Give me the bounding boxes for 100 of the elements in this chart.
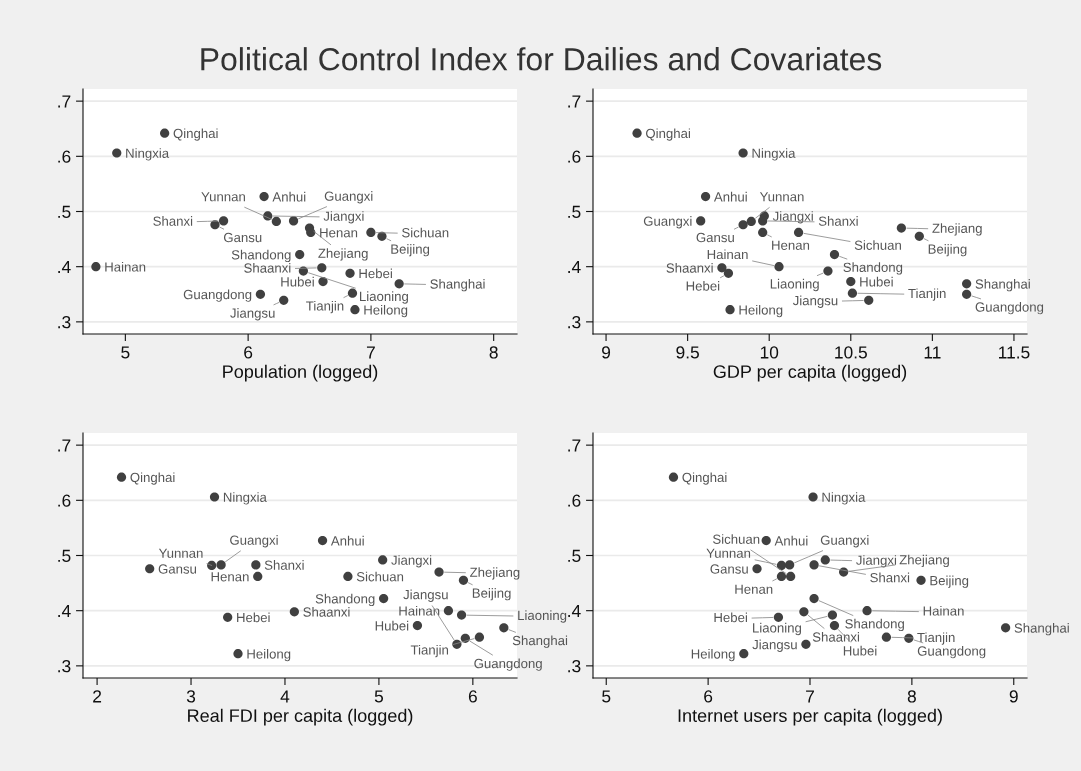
annotation: Zhejiang bbox=[899, 554, 949, 568]
point bbox=[343, 571, 353, 582]
annotation: Beijing bbox=[930, 575, 969, 588]
y-tick-label: .6 bbox=[58, 150, 71, 163]
y-tick-label: .4 bbox=[58, 261, 71, 273]
point bbox=[443, 606, 454, 616]
point bbox=[288, 216, 299, 226]
annotation: Sichuan bbox=[402, 227, 449, 238]
annotation: Shanxi bbox=[818, 216, 858, 226]
annotation: Hubei bbox=[375, 620, 409, 631]
x-tick-label: 2 bbox=[93, 690, 102, 703]
annotation: Shanghai bbox=[512, 635, 568, 648]
annotation: Guangxi bbox=[820, 535, 869, 548]
annotation: Qinghai bbox=[646, 128, 690, 141]
point bbox=[394, 279, 404, 289]
annotation: Hainan bbox=[707, 249, 748, 260]
y-tick-label: .4 bbox=[58, 605, 71, 617]
point bbox=[295, 249, 305, 260]
annotation: Yunnan bbox=[706, 548, 751, 558]
point bbox=[738, 148, 748, 158]
annotation: Jiangxi bbox=[323, 211, 364, 224]
point bbox=[717, 263, 727, 273]
annotation: Beijing bbox=[472, 588, 511, 601]
y-tick-label: .6 bbox=[568, 494, 581, 507]
annotation: Shanghai bbox=[975, 279, 1030, 292]
annotation: Guangxi bbox=[643, 216, 692, 229]
annotation: Qinghai bbox=[173, 128, 218, 141]
annotation: Shandong bbox=[315, 593, 375, 607]
annotation: Heilong bbox=[691, 648, 735, 662]
annotation: Hubei bbox=[281, 276, 314, 287]
point bbox=[223, 612, 233, 622]
point bbox=[862, 606, 872, 616]
annotation: Jiangxi bbox=[772, 211, 813, 224]
point bbox=[378, 555, 388, 565]
annotation: Heilong bbox=[247, 648, 291, 662]
annotation: Tianjin bbox=[917, 632, 955, 645]
point bbox=[738, 220, 748, 230]
annotation: Liaoning bbox=[518, 610, 567, 623]
point bbox=[793, 227, 804, 238]
point bbox=[233, 649, 243, 659]
annotation: Heilong bbox=[739, 304, 783, 318]
annotation: Shaanxi bbox=[244, 263, 291, 273]
point bbox=[809, 593, 819, 604]
point bbox=[366, 227, 376, 238]
annotation: Qinghai bbox=[682, 472, 727, 485]
x-tick-label: 8 bbox=[489, 346, 498, 359]
x-tick-label: 9.5 bbox=[676, 346, 699, 359]
point bbox=[746, 216, 756, 227]
point bbox=[823, 266, 833, 276]
annotation: Tianjin bbox=[410, 644, 449, 658]
annotation: Shandong bbox=[845, 618, 904, 632]
annotation: Shanxi bbox=[153, 216, 193, 226]
point bbox=[345, 268, 355, 278]
y-tick-label: .6 bbox=[58, 494, 71, 507]
point bbox=[279, 295, 289, 305]
annotation: Ningxia bbox=[126, 148, 170, 161]
point bbox=[696, 216, 706, 226]
x-tick-label: 5 bbox=[121, 346, 130, 359]
point bbox=[801, 639, 811, 649]
annotation: Gansu bbox=[696, 232, 734, 243]
annotation: Jiangsu bbox=[230, 308, 275, 321]
annotation: Beijing bbox=[928, 244, 967, 257]
point bbox=[350, 305, 360, 315]
y-tick-label: .5 bbox=[568, 205, 581, 218]
y-tick-label: .3 bbox=[568, 660, 581, 673]
point bbox=[700, 191, 711, 202]
annotation: Shaanxi bbox=[666, 263, 713, 273]
x-tick-label: 6 bbox=[704, 690, 713, 703]
annotation: Anhui bbox=[713, 191, 747, 202]
point bbox=[271, 216, 281, 227]
chart-title: Political Control Index for Dailies and Covariates bbox=[201, 47, 882, 71]
point bbox=[412, 620, 423, 631]
annotation: Guangdong bbox=[975, 302, 1044, 315]
point bbox=[809, 560, 819, 570]
point bbox=[774, 262, 784, 272]
annotation: Hubei bbox=[843, 645, 877, 656]
x-tick-label: 8 bbox=[907, 690, 916, 703]
annotation: Anhui bbox=[774, 535, 808, 546]
point bbox=[251, 560, 261, 570]
y-tick-label: .5 bbox=[568, 549, 581, 562]
point bbox=[725, 305, 735, 315]
point bbox=[761, 535, 771, 546]
annotation: Ningxia bbox=[752, 148, 796, 161]
y-tick-label: .3 bbox=[568, 316, 581, 329]
annotation: Qinghai bbox=[130, 472, 175, 485]
annotation: Henan bbox=[320, 228, 358, 238]
annotation: Shandong bbox=[231, 249, 291, 263]
annotation: Anhui bbox=[272, 191, 306, 202]
point bbox=[218, 216, 229, 226]
point bbox=[773, 612, 784, 622]
x-tick-label: 9 bbox=[1009, 690, 1018, 703]
x-axis-title: Real FDI per capita (logged) bbox=[188, 708, 413, 726]
point bbox=[864, 295, 874, 305]
annotation: Jiangsu bbox=[752, 639, 797, 652]
annotation: Gansu bbox=[158, 564, 197, 574]
point bbox=[962, 289, 972, 299]
point bbox=[1001, 623, 1011, 633]
y-tick-label: .5 bbox=[58, 205, 71, 218]
annotation: Hubei bbox=[860, 276, 893, 287]
point bbox=[499, 623, 509, 633]
